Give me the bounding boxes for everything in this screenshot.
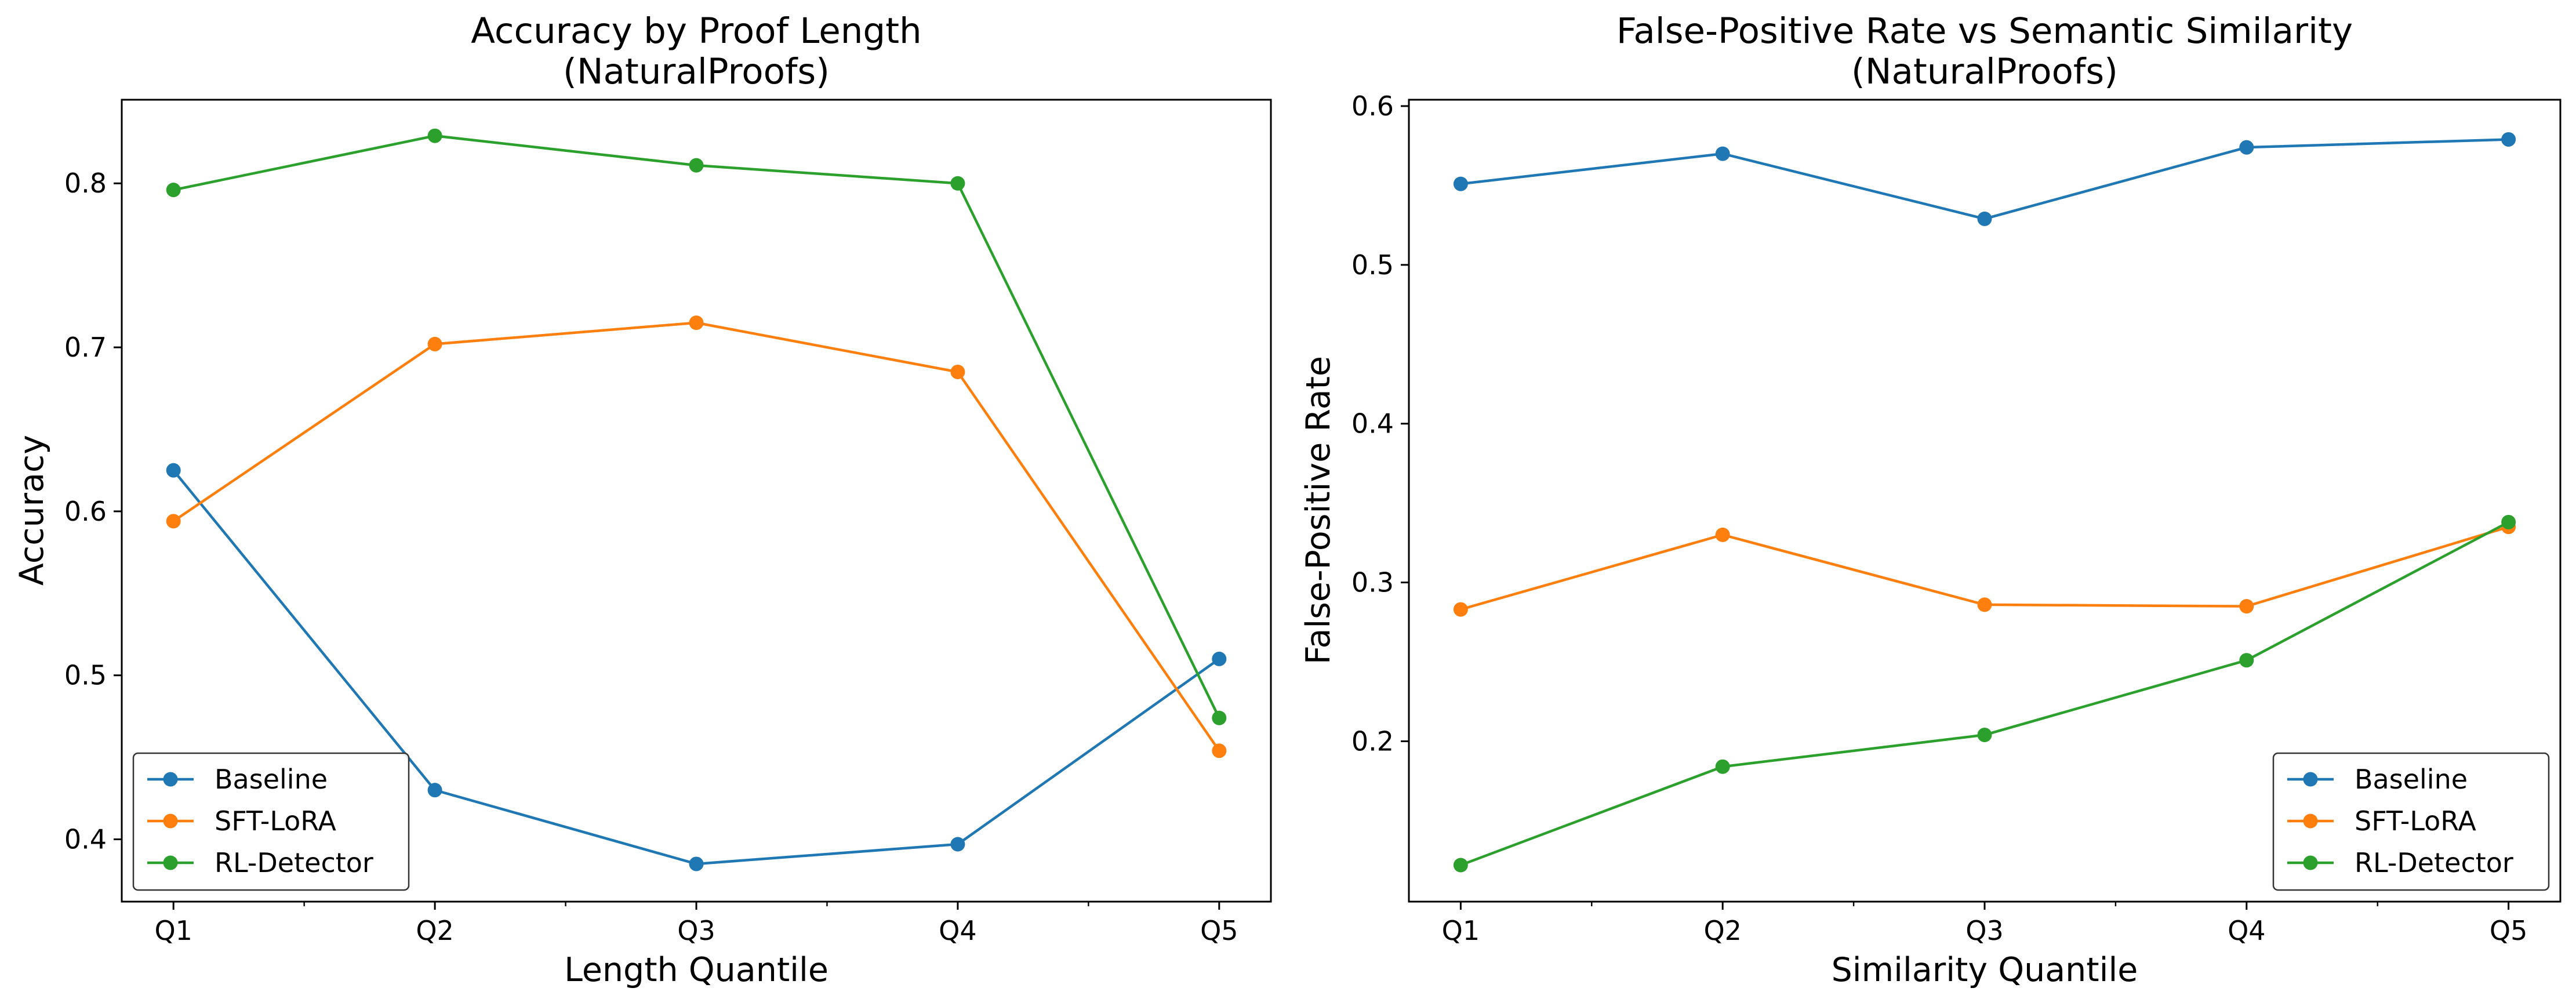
x-tick-label: Q2 (416, 915, 453, 946)
legend-marker (2303, 813, 2318, 829)
data-point-sft-lora (689, 315, 704, 331)
chart-accuracy-by-proof-length: Accuracy by Proof Length (NaturalProofs)… (13, 10, 1272, 989)
legend-item-baseline: Baseline (147, 764, 328, 795)
y-axis-label: Accuracy (13, 435, 51, 586)
y-tick-label: 0.3 (1351, 567, 1394, 598)
y-tick-label: 0.2 (1351, 725, 1394, 757)
x-tick-label: Q4 (939, 915, 976, 946)
data-point-baseline (166, 463, 181, 478)
data-point-rl-detector (689, 158, 704, 173)
data-point-sft-lora (427, 336, 442, 351)
chart-subtitle: (NaturalProofs) (563, 51, 830, 92)
legend-marker (163, 855, 178, 870)
chart-false-positive-rate-vs-semantic-similarity: False-Positive Rate vs Semantic Similari… (1299, 10, 2562, 989)
x-tick-label: Q2 (1703, 915, 1741, 946)
y-tick-label: 0.6 (1351, 90, 1394, 122)
y-tick-label: 0.6 (64, 496, 107, 527)
data-point-baseline (950, 837, 965, 852)
y-tick-label: 0.8 (64, 168, 107, 199)
legend-label: RL-Detector (2355, 847, 2513, 878)
data-point-sft-lora (166, 514, 181, 529)
legend-label: SFT-LoRA (215, 805, 336, 837)
data-point-baseline (1715, 146, 1730, 161)
legend-item-rl-detector: RL-Detector (147, 847, 373, 878)
data-point-baseline (427, 783, 442, 798)
legend-item-sft-lora: SFT-LoRA (2287, 805, 2476, 837)
x-tick-label: Q1 (1442, 915, 1480, 946)
legend-item-rl-detector: RL-Detector (2287, 847, 2513, 878)
legend-label: Baseline (2355, 764, 2468, 795)
plot-area: Q1 Q2 Q3 Q4 Q5 0.2 0.3 0.4 0.5 0.6 Baseline SFT-LoR… (1351, 90, 2562, 946)
y-tick-label: 0.4 (1351, 408, 1394, 440)
legend: Baseline SFT-LoRA RL-Detector (132, 752, 410, 891)
data-point-rl-detector (950, 176, 965, 191)
data-point-baseline (2239, 140, 2254, 155)
x-tick-label: Q5 (2490, 915, 2527, 946)
legend-label: SFT-LoRA (2355, 805, 2476, 837)
legend-marker (163, 813, 178, 829)
legend-marker (163, 772, 178, 787)
data-point-rl-detector (427, 128, 442, 143)
legend-item-sft-lora: SFT-LoRA (147, 805, 336, 837)
data-point-sft-lora (2239, 599, 2254, 614)
data-point-rl-detector (1977, 727, 1992, 742)
y-axis-label: False-Positive Rate (1299, 356, 1338, 664)
data-point-baseline (2501, 132, 2516, 147)
data-point-sft-lora (1212, 743, 1227, 758)
x-tick-label: Q4 (2228, 915, 2265, 946)
data-point-rl-detector (1715, 759, 1730, 774)
data-point-rl-detector (2239, 653, 2254, 668)
legend-label: Baseline (215, 764, 328, 795)
data-point-sft-lora (1453, 602, 1468, 617)
data-point-baseline (1977, 211, 1992, 226)
chart-subtitle: (NaturalProofs) (1851, 51, 2118, 92)
data-point-baseline (689, 856, 704, 871)
data-point-sft-lora (1715, 527, 1730, 542)
legend-box (132, 752, 410, 891)
x-tick-label: Q3 (1965, 915, 2003, 946)
y-tick-label: 0.5 (64, 660, 107, 691)
plot-area: Q1 Q2 Q3 Q4 Q5 0.4 0.5 0.6 0.7 0.8 Baseline SFT-LoR… (64, 99, 1272, 946)
x-tick-label: Q1 (154, 915, 192, 946)
chart-title: Accuracy by Proof Length (471, 10, 921, 52)
data-point-baseline (1212, 651, 1227, 666)
chart-title: False-Positive Rate vs Semantic Similari… (1616, 10, 2353, 52)
legend-marker (2303, 855, 2318, 870)
y-tick-label: 0.7 (64, 332, 107, 363)
data-point-rl-detector (1453, 858, 1468, 873)
legend: Baseline SFT-LoRA RL-Detector (2272, 752, 2550, 891)
data-point-rl-detector (1212, 710, 1227, 725)
y-tick-label: 0.5 (1351, 249, 1394, 281)
data-point-sft-lora (1977, 597, 1992, 612)
y-tick-label: 0.4 (64, 824, 107, 855)
x-tick-label: Q5 (1200, 915, 1238, 946)
x-tick-label: Q3 (677, 915, 715, 946)
legend-label: RL-Detector (215, 847, 373, 878)
data-point-sft-lora (950, 364, 965, 379)
legend-item-baseline: Baseline (2287, 764, 2468, 795)
data-point-rl-detector (2501, 514, 2516, 529)
legend-marker (2303, 772, 2318, 787)
data-point-rl-detector (166, 183, 181, 198)
x-axis-label: Similarity Quantile (1832, 951, 2138, 989)
data-point-baseline (1453, 176, 1468, 191)
legend-box (2272, 752, 2550, 891)
x-axis-label: Length Quantile (564, 951, 829, 989)
